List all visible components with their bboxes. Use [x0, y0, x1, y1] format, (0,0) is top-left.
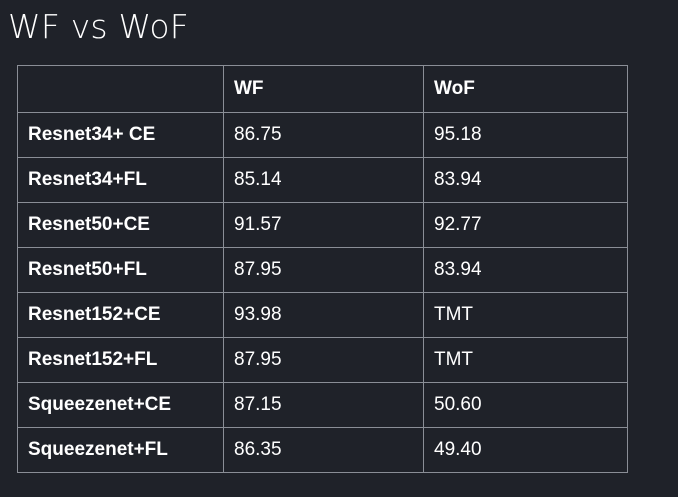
wof-value-cell: 83.94 [423, 157, 628, 203]
table-row: Resnet50+CE 91.57 92.77 [17, 202, 628, 248]
wof-value-cell: TMT [423, 292, 628, 338]
table-row: Resnet50+FL 87.95 83.94 [17, 247, 628, 293]
header-cell-empty [17, 65, 224, 113]
header-cell-wof: WoF [423, 65, 628, 113]
wof-value-cell: 92.77 [423, 202, 628, 248]
table-row: Resnet152+FL 87.95 TMT [17, 337, 628, 383]
model-name-cell: Resnet34+FL [17, 157, 224, 203]
wf-value-cell: 85.14 [223, 157, 424, 203]
header-cell-wf: WF [223, 65, 424, 113]
model-name-cell: Resnet152+FL [17, 337, 224, 383]
wof-value-cell: 50.60 [423, 382, 628, 428]
model-name-cell: Resnet50+FL [17, 247, 224, 293]
table-row: Resnet152+CE 93.98 TMT [17, 292, 628, 338]
wf-value-cell: 86.35 [223, 427, 424, 473]
table-row: Squeezenet+CE 87.15 50.60 [17, 382, 628, 428]
results-table: WF WoF Resnet34+ CE 86.75 95.18 Resnet34… [17, 65, 628, 473]
wf-value-cell: 87.15 [223, 382, 424, 428]
wof-value-cell: 49.40 [423, 427, 628, 473]
table-header-row: WF WoF [17, 65, 628, 113]
model-name-cell: Squeezenet+CE [17, 382, 224, 428]
model-name-cell: Resnet34+ CE [17, 112, 224, 158]
wf-value-cell: 87.95 [223, 337, 424, 383]
model-name-cell: Squeezenet+FL [17, 427, 224, 473]
wf-value-cell: 86.75 [223, 112, 424, 158]
wof-value-cell: 83.94 [423, 247, 628, 293]
wof-value-cell: 95.18 [423, 112, 628, 158]
wof-value-cell: TMT [423, 337, 628, 383]
table-row: Resnet34+ CE 86.75 95.18 [17, 112, 628, 158]
wf-value-cell: 91.57 [223, 202, 424, 248]
table-row: Resnet34+FL 85.14 83.94 [17, 157, 628, 203]
wf-value-cell: 93.98 [223, 292, 424, 338]
wf-value-cell: 87.95 [223, 247, 424, 293]
model-name-cell: Resnet50+CE [17, 202, 224, 248]
page-title: WF vs WoF [8, 7, 189, 46]
table-row: Squeezenet+FL 86.35 49.40 [17, 427, 628, 473]
model-name-cell: Resnet152+CE [17, 292, 224, 338]
